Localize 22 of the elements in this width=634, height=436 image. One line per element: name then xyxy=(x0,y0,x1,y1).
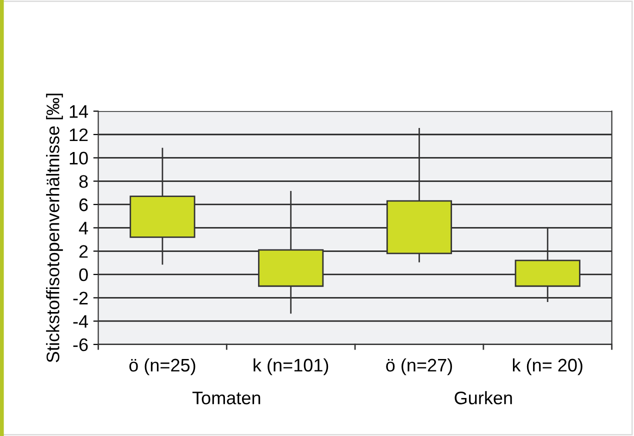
x-tick-label: k (n= 20) xyxy=(512,358,582,376)
y-tick-label: 10 xyxy=(70,152,88,165)
y-tick-label: 14 xyxy=(70,105,88,118)
y-tick-label: -2 xyxy=(73,292,88,304)
text: Gurken xyxy=(454,391,512,404)
y-tick-label: 12 xyxy=(70,128,88,142)
candlestick xyxy=(386,128,452,262)
y-tick-label: 2 xyxy=(79,245,88,258)
candlestick xyxy=(130,148,196,265)
y-tick-label: 6 xyxy=(79,198,88,212)
candlestick xyxy=(514,227,580,302)
y-tick-label: 0 xyxy=(79,268,88,282)
y-tick-label: 4 xyxy=(78,222,88,234)
candlestick xyxy=(258,190,324,314)
y-tick-label: 8 xyxy=(79,175,88,188)
y-axis-title: Stickstoffisotopenverhältnisse [‰] xyxy=(46,94,63,362)
x-tick-label: ö (n=27) xyxy=(386,358,452,376)
text: Tomaten xyxy=(192,392,260,404)
x-tick-label: ö (n=25) xyxy=(129,358,196,376)
x-tick-label: k (n=101) xyxy=(254,358,328,376)
y-tick-label: -4 xyxy=(73,315,88,328)
y-tick-label: -6 xyxy=(73,338,88,352)
